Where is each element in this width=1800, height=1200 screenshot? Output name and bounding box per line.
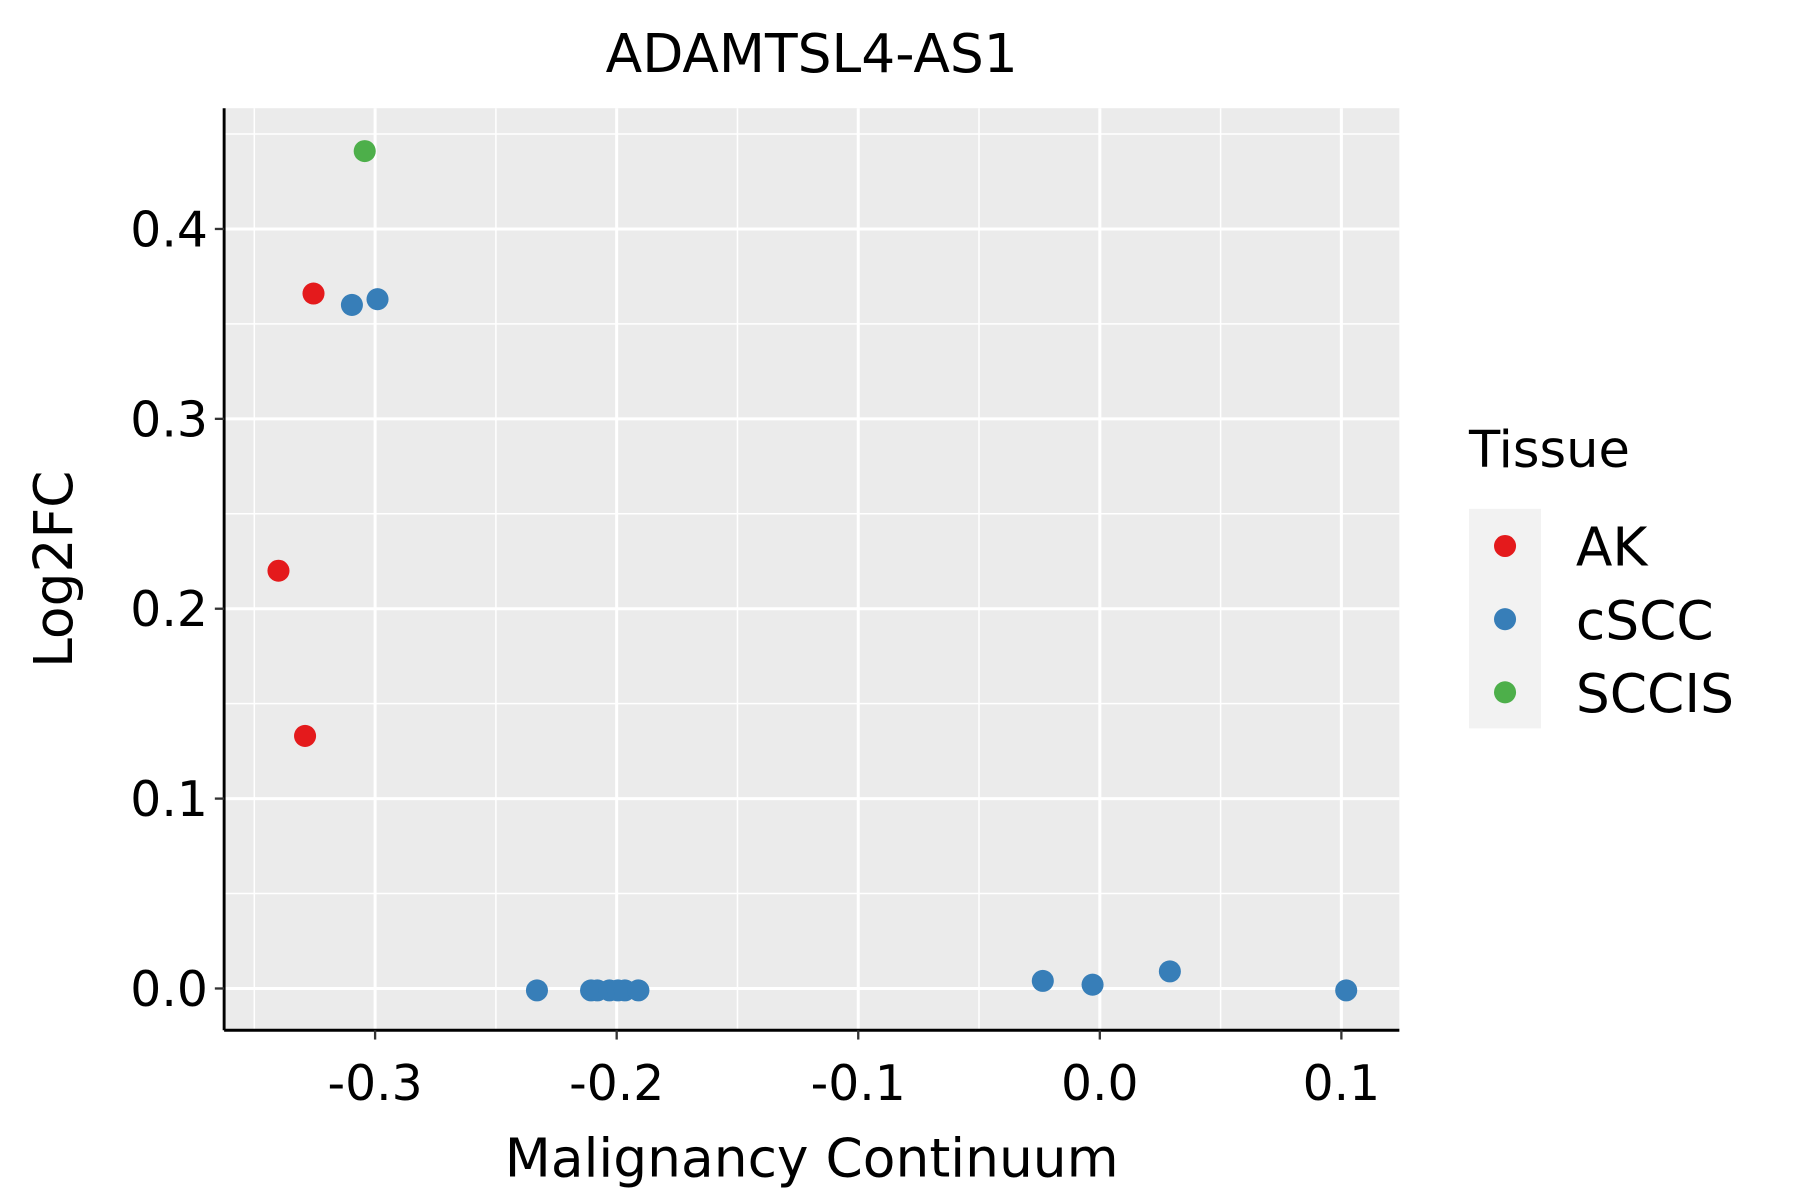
- data-point-cscc: [1031, 969, 1054, 992]
- x-tick-label: -0.2: [569, 1055, 664, 1112]
- legend: Tissue AK cSCC SCCIS: [1468, 421, 1734, 729]
- data-point-ak: [294, 724, 317, 747]
- legend-label: cSCC: [1576, 589, 1714, 652]
- legend-key-cscc: [1494, 608, 1517, 631]
- y-ticks: 0.0 0.1 0.2 0.3 0.4: [130, 201, 225, 1018]
- legend-label: SCCIS: [1576, 662, 1734, 725]
- data-point-cscc: [525, 979, 548, 1002]
- y-axis-title: Log2FC: [22, 471, 85, 668]
- legend-key-ak: [1494, 534, 1517, 558]
- plot-panel: [224, 108, 1400, 1031]
- x-tick-label: 0.1: [1303, 1055, 1381, 1112]
- legend-title: Tissue: [1468, 421, 1630, 480]
- x-tick-label: -0.3: [328, 1055, 423, 1112]
- data-point-ak: [302, 282, 325, 305]
- data-point-cscc: [1335, 979, 1358, 1002]
- data-point-cscc: [340, 293, 363, 316]
- grid-lines: [224, 108, 1400, 1031]
- data-point-cscc: [366, 288, 389, 311]
- y-tick-label: 0.2: [130, 581, 208, 638]
- x-tick-label: -0.1: [811, 1055, 906, 1112]
- legend-label: AK: [1576, 516, 1650, 579]
- data-point-cscc: [1158, 960, 1181, 983]
- chart-title: ADAMTSL4-AS1: [606, 22, 1018, 85]
- y-tick-label: 0.0: [130, 961, 208, 1018]
- x-ticks: -0.3 -0.2 -0.1 0.0 0.1: [328, 1030, 1381, 1112]
- y-tick-label: 0.1: [130, 771, 208, 828]
- y-tick-label: 0.4: [130, 201, 208, 258]
- data-points: [267, 140, 1358, 1002]
- data-point-sccis: [353, 140, 376, 163]
- legend-key-sccis: [1494, 681, 1517, 704]
- data-point-ak: [267, 559, 290, 582]
- x-tick-label: 0.0: [1061, 1055, 1139, 1112]
- data-point-cscc: [1081, 973, 1104, 996]
- y-tick-label: 0.3: [130, 391, 208, 448]
- x-axis-title: Malignancy Continuum: [505, 1127, 1119, 1190]
- data-point-cscc: [627, 979, 650, 1002]
